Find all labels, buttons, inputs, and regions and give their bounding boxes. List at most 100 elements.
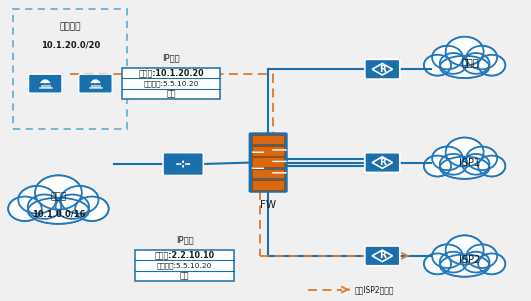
Ellipse shape bbox=[446, 37, 484, 66]
FancyBboxPatch shape bbox=[365, 153, 400, 172]
Ellipse shape bbox=[440, 254, 490, 277]
Ellipse shape bbox=[424, 55, 451, 76]
Ellipse shape bbox=[424, 55, 451, 76]
Bar bbox=[89, 87, 102, 88]
Ellipse shape bbox=[75, 197, 108, 221]
Ellipse shape bbox=[424, 156, 451, 176]
Ellipse shape bbox=[463, 252, 490, 272]
Ellipse shape bbox=[446, 235, 484, 265]
Ellipse shape bbox=[432, 147, 463, 170]
Ellipse shape bbox=[478, 253, 506, 274]
Ellipse shape bbox=[463, 53, 490, 74]
Text: R: R bbox=[379, 251, 386, 260]
Ellipse shape bbox=[56, 194, 89, 219]
Ellipse shape bbox=[440, 157, 490, 179]
Ellipse shape bbox=[478, 55, 506, 76]
FancyBboxPatch shape bbox=[163, 153, 203, 175]
Ellipse shape bbox=[463, 53, 490, 74]
FancyBboxPatch shape bbox=[250, 133, 287, 192]
Ellipse shape bbox=[424, 253, 451, 274]
Ellipse shape bbox=[424, 253, 451, 274]
Ellipse shape bbox=[440, 154, 467, 175]
Ellipse shape bbox=[75, 197, 108, 221]
Text: 教育网: 教育网 bbox=[461, 57, 479, 67]
Ellipse shape bbox=[478, 55, 506, 76]
FancyBboxPatch shape bbox=[79, 74, 112, 93]
Ellipse shape bbox=[56, 194, 89, 219]
Text: R: R bbox=[379, 65, 386, 74]
Text: ISP2: ISP2 bbox=[459, 255, 481, 265]
Bar bbox=[253, 180, 284, 190]
FancyBboxPatch shape bbox=[365, 59, 400, 79]
Ellipse shape bbox=[28, 194, 61, 219]
Ellipse shape bbox=[446, 138, 484, 167]
Bar bbox=[253, 146, 284, 156]
Ellipse shape bbox=[466, 244, 497, 268]
Bar bbox=[13, 9, 127, 129]
Text: 校园网: 校园网 bbox=[50, 193, 66, 202]
Text: 访问ISP2的流量: 访问ISP2的流量 bbox=[354, 285, 393, 294]
Bar bbox=[253, 157, 284, 167]
Ellipse shape bbox=[446, 37, 484, 66]
Ellipse shape bbox=[28, 198, 89, 224]
Ellipse shape bbox=[446, 235, 484, 265]
Ellipse shape bbox=[440, 252, 467, 272]
FancyBboxPatch shape bbox=[29, 74, 62, 93]
Text: 上网用户: 上网用户 bbox=[59, 23, 81, 32]
Text: 目的地址:5.5.10.20: 目的地址:5.5.10.20 bbox=[143, 80, 199, 87]
Ellipse shape bbox=[478, 156, 506, 176]
Bar bbox=[40, 85, 50, 87]
Bar bbox=[135, 250, 234, 281]
Ellipse shape bbox=[61, 186, 99, 214]
FancyBboxPatch shape bbox=[365, 246, 400, 266]
Ellipse shape bbox=[432, 46, 463, 69]
Text: 源地址:10.1.20.20: 源地址:10.1.20.20 bbox=[139, 69, 204, 77]
Ellipse shape bbox=[18, 186, 56, 214]
Text: R: R bbox=[379, 158, 386, 167]
Ellipse shape bbox=[440, 157, 490, 179]
Ellipse shape bbox=[440, 56, 490, 78]
Text: 数据: 数据 bbox=[180, 272, 189, 281]
Ellipse shape bbox=[440, 53, 467, 74]
Ellipse shape bbox=[35, 175, 82, 209]
Ellipse shape bbox=[466, 147, 497, 170]
Circle shape bbox=[42, 79, 49, 83]
Ellipse shape bbox=[466, 244, 497, 268]
Bar bbox=[122, 68, 220, 99]
Ellipse shape bbox=[463, 252, 490, 272]
Text: 目的地址:5.5.10.20: 目的地址:5.5.10.20 bbox=[157, 262, 212, 269]
Ellipse shape bbox=[28, 198, 89, 224]
Ellipse shape bbox=[432, 244, 463, 268]
Ellipse shape bbox=[61, 186, 99, 214]
Ellipse shape bbox=[440, 254, 490, 277]
Ellipse shape bbox=[35, 175, 82, 209]
Text: ISP1: ISP1 bbox=[459, 157, 481, 168]
Bar bbox=[39, 87, 52, 88]
Ellipse shape bbox=[440, 154, 467, 175]
Bar bbox=[91, 85, 100, 87]
Ellipse shape bbox=[466, 46, 497, 69]
Text: IP报文: IP报文 bbox=[162, 53, 180, 62]
Text: 数据: 数据 bbox=[167, 90, 176, 98]
Text: FW: FW bbox=[260, 200, 276, 210]
Ellipse shape bbox=[8, 197, 41, 221]
Ellipse shape bbox=[28, 194, 61, 219]
Ellipse shape bbox=[466, 147, 497, 170]
Text: 源地址:2.2.10.10: 源地址:2.2.10.10 bbox=[155, 251, 215, 259]
Text: IP报文: IP报文 bbox=[176, 235, 193, 244]
Text: 10.1.0.0/16: 10.1.0.0/16 bbox=[32, 209, 85, 218]
Ellipse shape bbox=[446, 138, 484, 167]
Ellipse shape bbox=[440, 252, 467, 272]
Ellipse shape bbox=[466, 46, 497, 69]
Bar bbox=[253, 169, 284, 178]
Ellipse shape bbox=[478, 156, 506, 176]
Ellipse shape bbox=[432, 244, 463, 268]
Ellipse shape bbox=[424, 156, 451, 176]
Ellipse shape bbox=[463, 154, 490, 175]
Ellipse shape bbox=[432, 46, 463, 69]
Ellipse shape bbox=[432, 147, 463, 170]
Ellipse shape bbox=[8, 197, 41, 221]
Ellipse shape bbox=[463, 154, 490, 175]
Ellipse shape bbox=[440, 53, 467, 74]
Ellipse shape bbox=[440, 56, 490, 78]
